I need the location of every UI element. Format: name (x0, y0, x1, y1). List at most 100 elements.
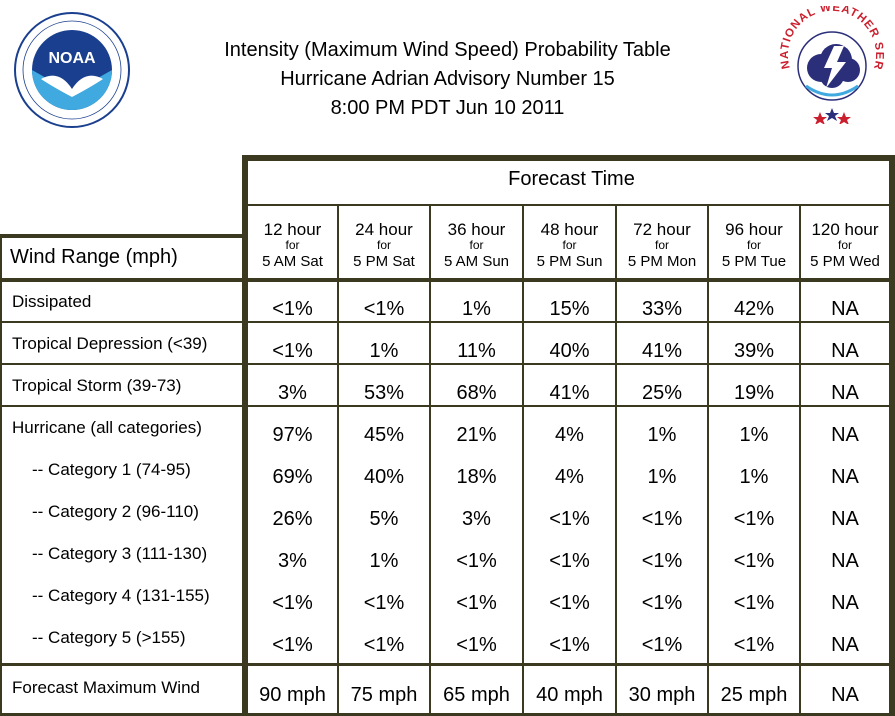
table-cell: 53% (363, 382, 405, 404)
table-cell: 26% (272, 508, 313, 530)
title-line-3: 8:00 PM PDT Jun 10 2011 (330, 97, 565, 119)
table-cell: 39% (733, 340, 775, 362)
table-cell: 3% (462, 508, 491, 530)
table-cell: <1% (363, 592, 405, 614)
table-cell: NA (831, 592, 859, 614)
table-cell: <1% (456, 634, 497, 656)
grid-line (0, 278, 895, 282)
table-cell: <1% (272, 592, 313, 614)
table-cell: 1% (369, 340, 399, 362)
table-cell: <1% (549, 508, 590, 530)
table-cell: 30 mph (628, 684, 696, 706)
table-cell: 1% (647, 466, 677, 488)
grid-line (242, 204, 895, 206)
row-label: Hurricane (all categories) (12, 418, 202, 437)
wind-range-header: Wind Range (mph) (10, 246, 178, 268)
grid-line (429, 206, 431, 716)
title-line-2: Hurricane Adrian Advisory Number 15 (280, 68, 615, 90)
table-cell: 65 mph (443, 684, 510, 706)
grid-line (522, 206, 524, 716)
table-cell: 25% (641, 382, 683, 404)
table-cell: <1% (272, 340, 313, 362)
table-cell: NA (831, 684, 859, 706)
table-cell: 3% (278, 550, 307, 572)
grid-line (889, 155, 895, 716)
column-header: 48 hour for 5 PM Sun (536, 220, 603, 270)
table-cell: NA (831, 550, 859, 572)
table-cell: <1% (641, 634, 683, 656)
table-cell: <1% (272, 298, 313, 320)
svg-text:NOAA: NOAA (48, 50, 96, 67)
column-header: 72 hour for 5 PM Mon (627, 220, 697, 270)
row-label: Tropical Depression (<39) (12, 334, 208, 353)
table-cell: 1% (462, 298, 491, 320)
table-cell: 25 mph (720, 684, 788, 706)
grid-line (707, 206, 709, 716)
row-label: -- Category 5 (>155) (32, 628, 186, 647)
grid-line (799, 206, 801, 716)
table-cell: 21% (456, 424, 497, 446)
nws-logo: NATIONAL WEATHER SERVICE (771, 0, 888, 125)
table-cell: NA (831, 382, 859, 404)
table-cell: 41% (641, 340, 683, 362)
column-header: 120 hour for 5 PM Wed (810, 220, 880, 270)
column-header: 12 hour for 5 AM Sat (262, 220, 323, 270)
table-cell: 1% (739, 424, 769, 446)
table-cell: NA (831, 508, 859, 530)
table-cell: 69% (272, 466, 313, 488)
table-cell: 15% (549, 298, 590, 320)
table-cell: NA (831, 298, 859, 320)
grid-line (242, 155, 248, 716)
table-cell: <1% (733, 550, 775, 572)
row-label: Forecast Maximum Wind (12, 678, 200, 697)
table-cell: 1% (739, 466, 769, 488)
table-top-rule (242, 155, 895, 161)
table-cell: <1% (733, 634, 775, 656)
grid-line (337, 206, 339, 716)
table-cell: 19% (733, 382, 775, 404)
probability-table: Forecast Time Wind Range (mph) 12 hour fo… (0, 155, 895, 716)
table-cell: 3% (278, 382, 307, 404)
grid-line (0, 234, 248, 238)
table-cell: <1% (641, 550, 683, 572)
table-cell: 4% (555, 424, 584, 446)
table-cell: 75 mph (350, 684, 418, 706)
title-line-1: Intensity (Maximum Wind Speed) Probabili… (224, 39, 671, 61)
page-title: Intensity (Maximum Wind Speed) Probabili… (150, 36, 745, 123)
table-cell: NA (831, 634, 859, 656)
table-cell: NA (831, 466, 859, 488)
grid-line (0, 321, 895, 323)
table-cell: 4% (555, 466, 584, 488)
grid-line (0, 235, 2, 716)
grid-line (0, 663, 895, 666)
table-cell: <1% (272, 634, 313, 656)
noaa-logo: NOAA (13, 11, 131, 129)
grid-line (615, 206, 617, 716)
table-cell: <1% (549, 592, 590, 614)
table-cell: <1% (456, 592, 497, 614)
table-cell: 11% (457, 340, 496, 362)
table-cell: 5% (369, 508, 399, 530)
row-label: -- Category 2 (96-110) (32, 502, 199, 521)
row-label: Dissipated (12, 292, 92, 311)
table-cell: 68% (456, 382, 497, 404)
table-cell: <1% (733, 508, 775, 530)
table-cell: 1% (369, 550, 399, 572)
table-cell: <1% (363, 298, 405, 320)
table-cell: 40 mph (536, 684, 603, 706)
forecast-time-header: Forecast Time (508, 168, 635, 190)
table-cell: 1% (647, 424, 677, 446)
table-cell: 45% (363, 424, 405, 446)
table-cell: <1% (456, 550, 497, 572)
table-cell: <1% (641, 508, 683, 530)
column-header: 24 hour for 5 PM Sat (353, 220, 415, 270)
row-label: Tropical Storm (39-73) (12, 376, 182, 395)
table-cell: 42% (733, 298, 775, 320)
table-cell: <1% (363, 634, 405, 656)
table-cell: 18% (456, 466, 497, 488)
table-cell: <1% (549, 634, 590, 656)
table-cell: <1% (641, 592, 683, 614)
column-header: 96 hour for 5 PM Tue (721, 220, 787, 270)
table-cell: 40% (363, 466, 405, 488)
table-cell: 40% (549, 340, 590, 362)
